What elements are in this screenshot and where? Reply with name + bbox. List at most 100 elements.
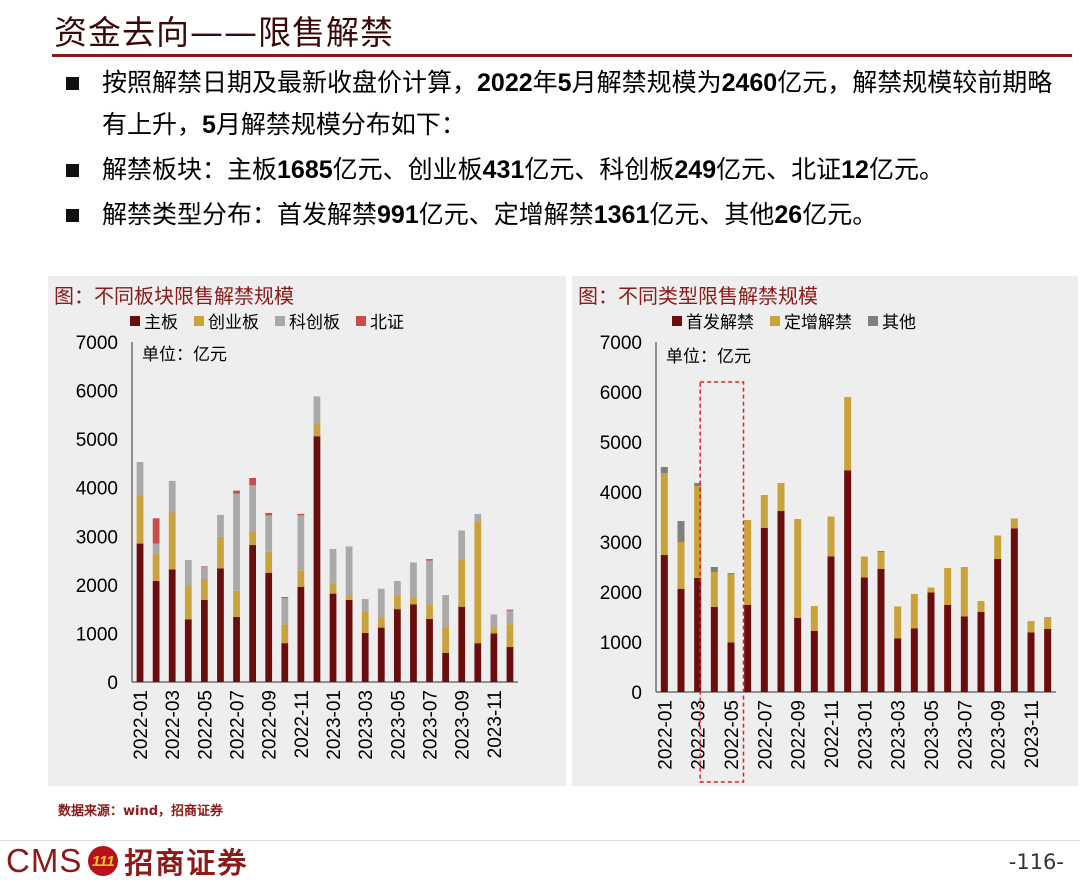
bar-segment (393, 609, 401, 682)
bar-segment (490, 627, 498, 634)
bar-segment (977, 601, 985, 612)
bullet-square-icon (66, 164, 79, 177)
bar-segment (426, 559, 433, 561)
bar-segment (677, 589, 685, 692)
bar-segment (727, 573, 735, 575)
bar-segment (777, 483, 785, 511)
legend-label: 北证 (370, 313, 404, 333)
stacked-bar-chart-by-type: 0 1000 2000 3000 4000 5000 6000 7000 2022-01 2022… (600, 333, 1056, 783)
bar-segment (744, 520, 752, 605)
bar-segment (136, 543, 144, 682)
bar-segment (297, 586, 305, 682)
unit-label: 单位：亿元 (666, 347, 751, 367)
bar-segment (249, 545, 257, 682)
y-tick-label: 1000 (600, 633, 642, 654)
chart-panel-by-board: 图：不同板块限售解禁规模 主板 创业板 科创板 北证 单位：亿元 0 1000 2000 3… (48, 276, 566, 786)
bar-segment (506, 624, 514, 648)
legend-label: 主板 (144, 313, 178, 333)
y-tick-label: 6000 (600, 383, 642, 404)
bar-segment (410, 597, 417, 605)
bar-segment (694, 486, 702, 578)
bar-segment (313, 396, 321, 424)
y-tick-label: 5000 (76, 430, 118, 451)
legend-item: 创业板 (194, 308, 259, 333)
logo-badge-icon: 111 (88, 846, 119, 876)
bar-segment (281, 624, 289, 644)
legend-label: 其他 (882, 313, 916, 333)
bar-segment (458, 606, 466, 682)
legend-item: 主板 (130, 308, 178, 333)
bar-segment (794, 618, 802, 692)
bar-segment (490, 633, 498, 682)
bar-segment (894, 638, 902, 692)
bar-segment (727, 574, 735, 643)
bar-segment (265, 512, 273, 516)
bar-segment (184, 619, 192, 682)
bar-segment (442, 595, 450, 627)
bar-segment (910, 594, 918, 629)
legend-label: 定增解禁 (784, 313, 852, 333)
bar-segment (152, 553, 160, 581)
bar-segment (377, 627, 385, 682)
logo-latin-text: CMS (6, 842, 83, 879)
x-tick-label: 2022-07 (755, 700, 776, 770)
bar-segment (506, 609, 514, 611)
bar-segment (810, 631, 818, 692)
bar-segment (794, 519, 802, 618)
bullet-list: 按照解禁日期及最新收盘价计算，2022年5月解禁规模为2460亿元，解禁规模较前… (62, 62, 1074, 239)
y-tick-label: 7000 (76, 333, 118, 354)
x-tick-label: 2022-01 (131, 690, 152, 760)
bar-segment (361, 632, 369, 682)
bar-segment (894, 606, 902, 639)
bar-segment (777, 511, 785, 692)
x-tick-label: 2022-03 (689, 700, 710, 770)
bar-segment (710, 567, 718, 572)
bar-segment (474, 513, 482, 522)
bar-segment (844, 397, 852, 471)
x-tick-label: 2023-11 (485, 690, 506, 758)
bar-segment (168, 569, 176, 682)
bar-segment (760, 528, 768, 692)
bar-segment (426, 604, 433, 619)
bar-segment (217, 568, 224, 682)
bar-segment (877, 569, 885, 692)
bar-segment (345, 599, 353, 682)
x-tick-label: 2023-05 (388, 690, 409, 760)
y-tick-label: 3000 (600, 533, 642, 554)
bar-segment (377, 588, 385, 618)
bar-segment (265, 515, 273, 552)
legend-item: 定增解禁 (770, 308, 852, 333)
bar-segment (249, 485, 257, 532)
unit-label: 单位：亿元 (142, 345, 227, 365)
legend-item: 其他 (868, 308, 916, 333)
bar-segment (960, 616, 968, 692)
x-tick-label: 2023-01 (855, 700, 876, 770)
bar-segment (426, 618, 433, 682)
bar-segment (944, 605, 952, 692)
bar-segment (329, 583, 337, 594)
bar-segment (200, 578, 208, 600)
x-tick-label: 2022-09 (789, 700, 810, 770)
bar-segment (994, 535, 1002, 559)
bar-segment (233, 493, 240, 591)
y-tick-label: 4000 (76, 479, 118, 500)
bar-segment (136, 495, 144, 544)
bar-segment (660, 467, 668, 473)
bar-segment (994, 559, 1002, 692)
bar-segment (233, 490, 240, 494)
bar-segment (506, 610, 514, 625)
y-tick-label: 0 (631, 683, 642, 704)
bar-segment (927, 592, 935, 692)
y-tick-label: 2000 (600, 583, 642, 604)
chart-legend: 首发解禁 定增解禁 其他 (672, 308, 916, 333)
bar-segment (249, 478, 257, 486)
bar-segment (677, 521, 685, 542)
stacked-bar-chart-by-board: 0 1000 2000 3000 4000 5000 6000 7000 2022-01 2022… (76, 333, 518, 760)
bar-segment (313, 423, 321, 437)
bullet-item: 按照解禁日期及最新收盘价计算，2022年5月解禁规模为2460亿元，解禁规模较前… (62, 62, 1074, 146)
bar-segment (927, 587, 935, 593)
bar-segment (393, 580, 401, 596)
x-tick-label: 2022-05 (722, 700, 743, 770)
bar-segment (361, 611, 369, 633)
bar-segment (265, 572, 273, 682)
